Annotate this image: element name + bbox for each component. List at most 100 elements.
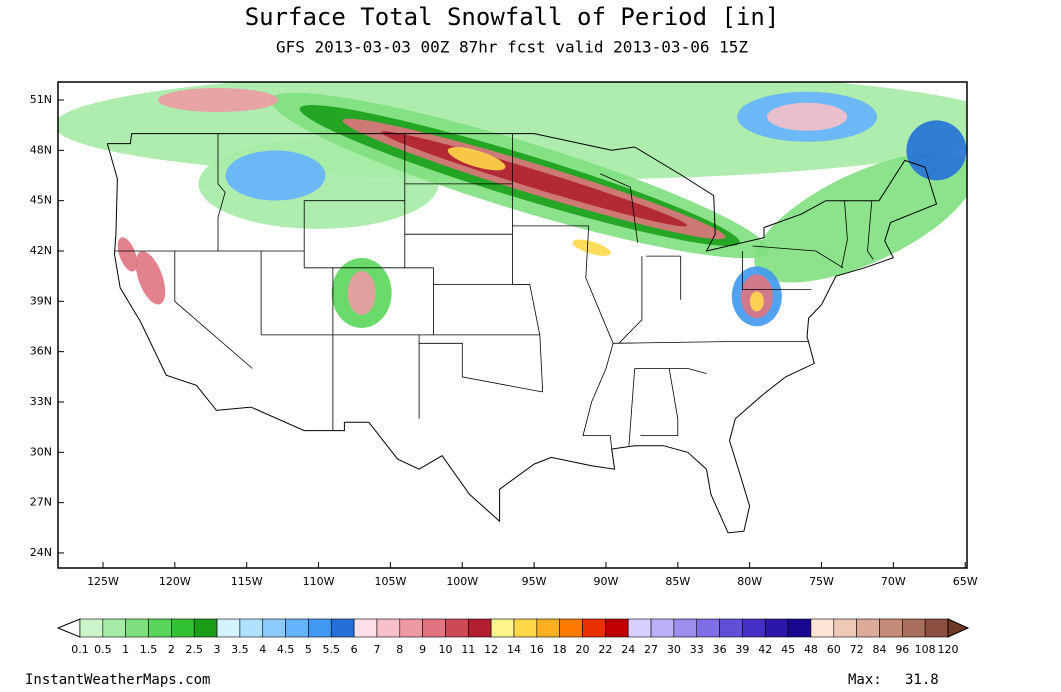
boundary bbox=[600, 173, 638, 243]
lat-label: 36N bbox=[30, 345, 52, 358]
colorbar-label: 39 bbox=[735, 643, 749, 656]
color-box bbox=[102, 618, 126, 638]
color-box bbox=[513, 618, 538, 638]
colorbar-label: 11 bbox=[461, 643, 475, 656]
color-box bbox=[422, 618, 446, 638]
lat-label: 39N bbox=[30, 294, 52, 307]
colorbar-label: 4.5 bbox=[277, 643, 295, 656]
colorbar-label: 0.1 bbox=[71, 643, 89, 656]
snow-area bbox=[754, 152, 967, 283]
color-box bbox=[582, 618, 606, 638]
boundary bbox=[742, 251, 812, 291]
colorbar-label: 42 bbox=[758, 643, 772, 656]
snow-area bbox=[157, 88, 278, 112]
snow-area bbox=[117, 237, 138, 272]
subtitle: GFS 2013-03-03 00Z 87hr fcst valid 2013-… bbox=[276, 38, 748, 57]
snow-area bbox=[749, 291, 764, 312]
lat-label: 48N bbox=[30, 143, 52, 156]
lon-label: 75W bbox=[809, 575, 834, 588]
colorbar-label: 16 bbox=[530, 643, 544, 656]
colorbar-label: 24 bbox=[621, 643, 635, 656]
map-frame bbox=[57, 81, 968, 569]
snow-area bbox=[135, 251, 166, 305]
color-box bbox=[353, 618, 378, 638]
color-box bbox=[239, 618, 264, 638]
lat-label: 30N bbox=[30, 445, 52, 458]
lat-label: 51N bbox=[30, 93, 52, 106]
colorbar-label: 2 bbox=[168, 643, 175, 656]
snow-area bbox=[447, 147, 506, 171]
colorbar-label: 72 bbox=[850, 643, 864, 656]
color-box bbox=[262, 618, 286, 638]
colorbar-label: 30 bbox=[667, 643, 681, 656]
lon-label: 85W bbox=[665, 575, 690, 588]
boundary bbox=[582, 225, 614, 450]
boundary bbox=[628, 368, 636, 446]
boundary bbox=[640, 368, 679, 437]
boundary bbox=[106, 133, 938, 534]
color-box bbox=[445, 618, 469, 638]
color-box bbox=[902, 618, 926, 638]
color-box bbox=[308, 618, 332, 638]
color-box bbox=[148, 618, 172, 638]
over-arrow bbox=[947, 618, 970, 638]
boundary bbox=[419, 342, 543, 393]
color-box bbox=[125, 618, 149, 638]
lon-label: 100W bbox=[446, 575, 478, 588]
colorbar-label: 108 bbox=[915, 643, 936, 656]
color-box bbox=[627, 618, 652, 638]
max-value: 31.8 bbox=[905, 672, 939, 688]
boundary bbox=[618, 256, 643, 344]
color-box bbox=[536, 618, 560, 638]
max-label: Max: bbox=[848, 672, 882, 688]
colorbar-label: 36 bbox=[713, 643, 727, 656]
colorbar-label: 7 bbox=[373, 643, 380, 656]
colorbar-label: 22 bbox=[598, 643, 612, 656]
colorbar-label: 27 bbox=[644, 643, 658, 656]
lon-label: 90W bbox=[594, 575, 619, 588]
colorbar-label: 12 bbox=[484, 643, 498, 656]
colorbar-label: 60 bbox=[827, 643, 841, 656]
color-box bbox=[559, 618, 583, 638]
lon-label: 120W bbox=[159, 575, 191, 588]
lon-label: 125W bbox=[87, 575, 119, 588]
lat-label: 42N bbox=[30, 244, 52, 257]
color-box bbox=[856, 618, 880, 638]
colorbar-label: 2.5 bbox=[185, 643, 203, 656]
lon-label: 65W bbox=[953, 575, 978, 588]
color-box bbox=[810, 618, 835, 638]
colorbar-label: 18 bbox=[553, 643, 567, 656]
color-box bbox=[399, 618, 423, 638]
lat-label: 45N bbox=[30, 194, 52, 207]
color-box bbox=[833, 618, 857, 638]
lon-label: 70W bbox=[881, 575, 906, 588]
colorbar-label: 5.5 bbox=[323, 643, 341, 656]
lon-label: 115W bbox=[231, 575, 263, 588]
color-box bbox=[171, 618, 195, 638]
source: InstantWeatherMaps.com bbox=[25, 672, 210, 688]
color-box bbox=[285, 618, 309, 638]
boundary bbox=[634, 368, 707, 374]
color-box bbox=[330, 618, 355, 638]
color-box bbox=[787, 618, 812, 638]
colorbar-label: 48 bbox=[804, 643, 818, 656]
colorbar-label: 10 bbox=[438, 643, 452, 656]
color-box bbox=[696, 618, 720, 638]
color-box bbox=[673, 618, 698, 638]
snow-area bbox=[225, 150, 326, 201]
colorbar-label: 6 bbox=[351, 643, 358, 656]
colorbar-label: 20 bbox=[576, 643, 590, 656]
boundary bbox=[752, 245, 844, 269]
lat-label: 24N bbox=[30, 546, 52, 559]
color-box bbox=[650, 618, 675, 638]
map-area bbox=[58, 82, 967, 534]
boundary bbox=[174, 251, 253, 369]
boundary bbox=[867, 200, 874, 260]
color-box bbox=[605, 618, 629, 638]
lon-label: 105W bbox=[374, 575, 406, 588]
color-box bbox=[879, 618, 903, 638]
color-box bbox=[490, 618, 515, 638]
colorbar-label: 33 bbox=[690, 643, 704, 656]
lon-label: 110W bbox=[303, 575, 335, 588]
